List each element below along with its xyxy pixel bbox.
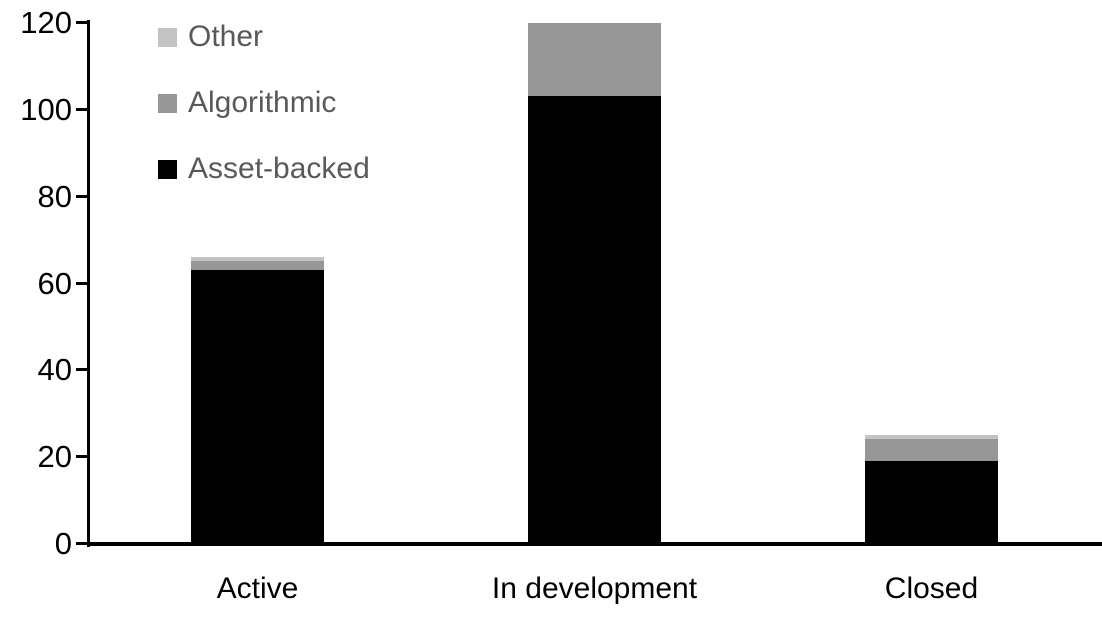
y-tick-label-120: 120 xyxy=(20,5,72,40)
legend-swatch-asset-backed-icon xyxy=(158,159,177,179)
y-tick-label-20: 20 xyxy=(37,439,72,475)
legend-swatch-other-icon xyxy=(158,27,177,47)
y-tick-mark-120 xyxy=(76,21,89,24)
y-tick-label-0: 0 xyxy=(54,526,72,561)
bar-segment-active-algorithmic xyxy=(191,261,324,270)
bar-segment-closed-algorithmic xyxy=(865,439,998,461)
y-tick-label-40: 40 xyxy=(37,352,72,388)
category-label-closed: Closed xyxy=(884,572,979,605)
legend-item-asset-backed: Asset-backed xyxy=(158,152,370,186)
y-tick-mark-0 xyxy=(76,542,89,545)
y-tick-mark-100 xyxy=(76,107,89,111)
y-tick-mark-40 xyxy=(76,368,89,372)
category-label-active: Active xyxy=(216,572,299,605)
y-tick-mark-60 xyxy=(76,281,89,285)
bar-segment-closed-asset-backed xyxy=(865,461,998,544)
legend-label-asset-backed: Asset-backed xyxy=(188,152,370,185)
bar-segment-in-development-asset-backed xyxy=(528,96,661,544)
bar-segment-closed-other xyxy=(865,434,998,440)
y-tick-label-80: 80 xyxy=(37,178,72,214)
y-tick-label-60: 60 xyxy=(37,265,72,301)
x-axis-line xyxy=(87,542,1102,546)
legend-item-algorithmic: Algorithmic xyxy=(158,86,370,120)
legend-item-other: Other xyxy=(158,20,370,54)
legend: Other Algorithmic Asset-backed xyxy=(158,20,370,186)
y-tick-label-100: 100 xyxy=(20,91,72,127)
legend-label-algorithmic: Algorithmic xyxy=(188,86,337,119)
y-tick-mark-20 xyxy=(76,455,89,459)
legend-swatch-algorithmic-icon xyxy=(158,93,177,113)
legend-label-other: Other xyxy=(188,20,264,53)
y-tick-mark-80 xyxy=(76,194,89,198)
bar-segment-active-asset-backed xyxy=(191,269,324,544)
category-label-in-development: In development xyxy=(491,572,698,605)
bar-segment-in-development-algorithmic xyxy=(528,22,661,97)
bar-segment-active-other xyxy=(191,256,324,262)
